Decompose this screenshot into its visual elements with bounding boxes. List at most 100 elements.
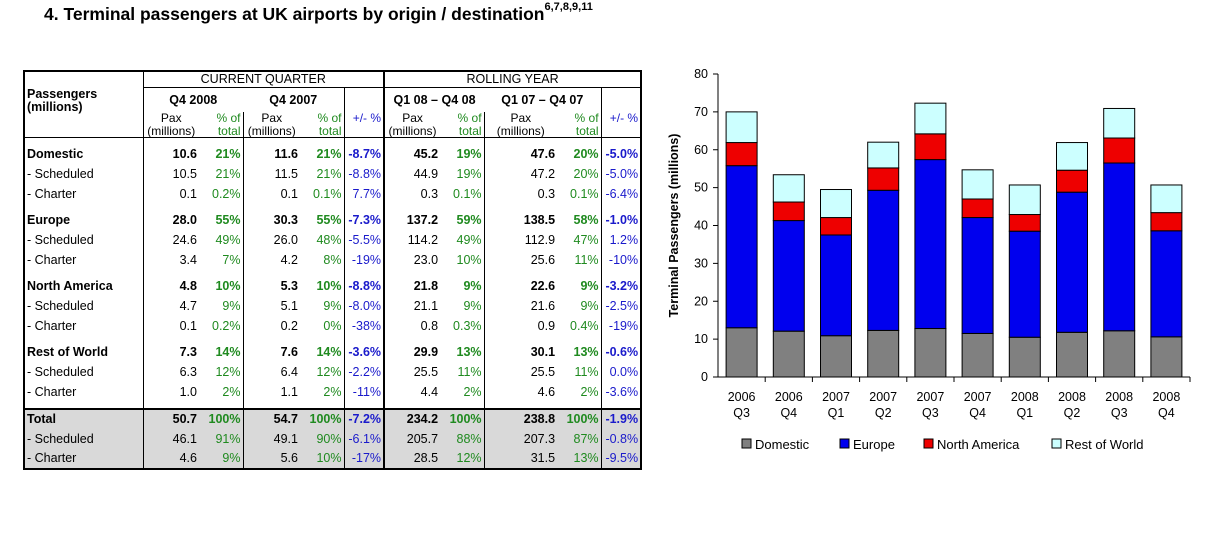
bar-segment bbox=[961, 198, 994, 219]
table-cell: 4.2 bbox=[242, 250, 300, 271]
legend-label: Domestic bbox=[755, 437, 810, 452]
bar-segment bbox=[1056, 331, 1088, 378]
table-cell: 205.7 bbox=[383, 429, 441, 450]
table-cell: 9% bbox=[199, 449, 243, 470]
column-header: % of total bbox=[440, 112, 485, 139]
table-cell: 12% bbox=[440, 449, 485, 470]
table-cell: 1.1 bbox=[242, 382, 300, 403]
table-cell: 21.6 bbox=[483, 296, 558, 317]
table-cell: 54.7 bbox=[242, 408, 300, 430]
x-tick-label: Q3 bbox=[1111, 406, 1128, 420]
table-cell: 19% bbox=[456, 166, 482, 181]
table-cell: 25.6 bbox=[483, 250, 558, 271]
table-cell: 1.2% bbox=[600, 230, 642, 251]
table-cell: 21% bbox=[215, 166, 241, 181]
row-label: Rest of World bbox=[27, 344, 109, 359]
table-cell: 11.6 bbox=[242, 144, 300, 165]
bar-segment bbox=[1103, 330, 1136, 378]
table-cell: 20% bbox=[573, 146, 599, 161]
table-cell: -19% bbox=[600, 316, 642, 337]
y-tick-label: 80 bbox=[694, 67, 708, 81]
x-tick-label: Q4 bbox=[780, 406, 797, 420]
table-cell: 10% bbox=[456, 252, 482, 267]
table-cell: 10.5 bbox=[142, 164, 199, 185]
legend-swatch bbox=[839, 438, 850, 449]
table-column-header: Pax (millions)% of total Pax (millions)% … bbox=[24, 112, 642, 139]
table-cell: -6.4% bbox=[600, 184, 642, 205]
column-header: % of total bbox=[557, 112, 602, 139]
x-tick-label: 2007 bbox=[869, 390, 897, 404]
table-cell: 12% bbox=[215, 364, 241, 379]
table-cell: 28.0 bbox=[142, 210, 199, 231]
table-cell: 21% bbox=[316, 166, 342, 181]
x-tick-label: Q2 bbox=[1064, 406, 1081, 420]
y-tick-label: 10 bbox=[694, 332, 708, 346]
table-group-header: CURRENT QUARTER ROLLING YEAR bbox=[24, 71, 642, 88]
bar-segment bbox=[1008, 230, 1041, 338]
table-cell: -2.2% bbox=[343, 362, 385, 383]
table-row: Domestic 10.6 21% 11.6 21% -8.7% 45.2 19% 47.6 20… bbox=[24, 144, 642, 165]
bar-segment bbox=[914, 102, 947, 135]
heading-footnotes: 6,7,8,9,11 bbox=[544, 1, 593, 14]
group-rolling-year: ROLLING YEAR bbox=[383, 71, 642, 88]
table-row: - Scheduled 6.3 12% 6.4 12% -2.2% 25.5 11% 25.5 1… bbox=[24, 362, 642, 383]
table-cell: 7% bbox=[222, 252, 241, 267]
table-cell: -0.8% bbox=[600, 429, 642, 450]
row-label: - Scheduled bbox=[27, 232, 94, 247]
table-cell: 20% bbox=[573, 166, 599, 181]
table-cell: 0.3 bbox=[483, 184, 558, 205]
table-cell: 30.1 bbox=[483, 342, 558, 363]
table-cell: 31.5 bbox=[483, 449, 558, 470]
row-label: - Charter bbox=[27, 252, 77, 267]
table-cell: -11% bbox=[343, 382, 385, 403]
table-cell: -17% bbox=[343, 449, 385, 470]
table-cell: 6.4 bbox=[242, 362, 300, 383]
table-cell: 0% bbox=[323, 318, 342, 333]
bar-segment bbox=[914, 328, 947, 378]
x-tick-label: Q2 bbox=[875, 406, 892, 420]
heading-text: 4. Terminal passengers at UK airports by… bbox=[44, 4, 545, 24]
table-cell: 0.8 bbox=[383, 316, 441, 337]
x-tick-label: 2006 bbox=[728, 390, 756, 404]
table-cell: 0.1% bbox=[313, 186, 342, 201]
bar-segment bbox=[1008, 214, 1041, 232]
table-cell: 59% bbox=[456, 212, 482, 227]
table-cell: 45.2 bbox=[383, 144, 441, 165]
table-cell: 0.2% bbox=[212, 318, 241, 333]
table-cell: 47.6 bbox=[483, 144, 558, 165]
row-label: - Charter bbox=[27, 318, 77, 333]
table-row: - Scheduled 4.7 9% 5.1 9% -8.0% 21.1 9% 21.6 9% -2… bbox=[24, 296, 642, 317]
column-header: % of total bbox=[199, 112, 243, 139]
column-header: Pax (millions) bbox=[142, 112, 199, 139]
table-cell: -1.9% bbox=[600, 408, 642, 430]
bar-segment bbox=[772, 174, 805, 203]
group-current-quarter: CURRENT QUARTER bbox=[142, 71, 385, 88]
table-cell: 6.3 bbox=[142, 362, 199, 383]
period-header: Q1 07 – Q4 07 bbox=[501, 92, 584, 107]
table-cell: -2.5% bbox=[600, 296, 642, 317]
passenger-table: CURRENT QUARTER ROLLING YEAR Passengers (m… bbox=[23, 70, 643, 471]
table-cell: 9% bbox=[580, 278, 599, 293]
y-axis-label: Terminal Passengers (millions) bbox=[667, 134, 681, 318]
table-cell: 21.1 bbox=[383, 296, 441, 317]
table-row: Total 50.7 100% 54.7 100% -7.2% 234.2 100% 238.8… bbox=[24, 408, 642, 430]
table-cell: -8.8% bbox=[343, 276, 385, 297]
table-cell: 50.7 bbox=[142, 408, 199, 430]
bar-segment bbox=[1008, 184, 1041, 216]
table-cell: 55% bbox=[215, 212, 241, 227]
bar-segment bbox=[1150, 212, 1183, 232]
table-cell: 30.3 bbox=[242, 210, 300, 231]
x-tick-label: 2006 bbox=[775, 390, 803, 404]
bar-segment bbox=[1150, 336, 1183, 378]
row-label: - Scheduled bbox=[27, 364, 94, 379]
bar-segment bbox=[867, 167, 900, 191]
table-cell: 21% bbox=[215, 146, 241, 161]
table-cell: 25.5 bbox=[383, 362, 441, 383]
bar-segment bbox=[820, 234, 852, 337]
table-cell: 9% bbox=[463, 298, 482, 313]
table-cell: 11% bbox=[574, 252, 599, 267]
x-tick-label: Q3 bbox=[733, 406, 750, 420]
bar-segment bbox=[725, 111, 758, 144]
table-cell: -7.2% bbox=[343, 408, 385, 430]
table-row: - Scheduled 10.5 21% 11.5 21% -8.8% 44.9 19% 47.… bbox=[24, 164, 642, 185]
